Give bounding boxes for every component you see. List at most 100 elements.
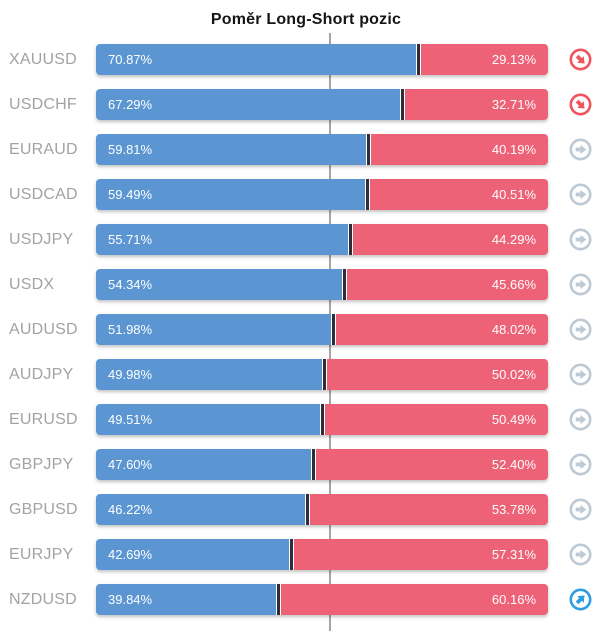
short-segment: 32.71%	[405, 89, 548, 120]
trend-icon-cell	[548, 93, 612, 116]
long-percent-label: 49.51%	[108, 412, 153, 427]
long-short-bar: 47.60% 52.40%	[96, 449, 548, 480]
bar-divider	[322, 359, 326, 390]
short-segment: 40.19%	[371, 134, 548, 165]
rows: XAUUSD 70.87% 29.13% USDCHF 67.29% 32.71% EURA…	[0, 37, 612, 622]
short-percent-label: 50.49%	[491, 412, 536, 427]
divider-gap	[308, 494, 310, 525]
trend-icon-cell	[548, 408, 612, 431]
divider-gap	[325, 359, 327, 390]
ratio-row-nzdusd: NZDUSD 39.84% 60.16%	[0, 577, 612, 622]
trend-icon-cell	[548, 453, 612, 476]
long-segment: 47.60%	[96, 449, 312, 480]
long-segment: 49.51%	[96, 404, 320, 435]
long-segment: 59.81%	[96, 134, 367, 165]
chart-title: Poměr Long-Short pozic	[210, 11, 402, 28]
divider-gap	[347, 224, 349, 255]
short-segment: 52.40%	[316, 449, 548, 480]
pair-label: GBPUSD	[9, 500, 78, 518]
divider-gap	[404, 89, 406, 120]
bar-divider	[367, 134, 371, 165]
short-segment: 60.16%	[281, 584, 548, 615]
long-segment: 39.84%	[96, 584, 277, 615]
divider-gap	[420, 44, 422, 75]
long-percent-label: 59.49%	[108, 187, 153, 202]
long-segment: 67.29%	[96, 89, 401, 120]
short-percent-label: 40.51%	[491, 187, 536, 202]
trend-icon-cell	[548, 318, 612, 341]
bar-divider	[320, 404, 324, 435]
short-segment: 44.29%	[352, 224, 548, 255]
short-percent-label: 52.40%	[491, 457, 536, 472]
short-percent-label: 40.19%	[491, 142, 536, 157]
bar-divider	[342, 269, 346, 300]
ratio-row-usdx: USDX 54.34% 45.66%	[0, 262, 612, 307]
short-percent-label: 53.78%	[491, 502, 536, 517]
divider-gap	[311, 449, 313, 480]
long-short-bar: 59.49% 40.51%	[96, 179, 548, 210]
trend-right-arrow-icon	[569, 138, 591, 161]
long-percent-label: 46.22%	[108, 502, 153, 517]
ratio-row-gbpusd: GBPUSD 46.22% 53.78%	[0, 487, 612, 532]
long-segment: 51.98%	[96, 314, 331, 345]
bar-divider	[312, 449, 316, 480]
short-segment: 57.31%	[293, 539, 548, 570]
divider-gap	[276, 584, 278, 615]
ratio-row-euraud: EURAUD 59.81% 40.19%	[0, 127, 612, 172]
divider-gap	[416, 44, 418, 75]
short-segment: 48.02%	[335, 314, 548, 345]
long-percent-label: 67.29%	[108, 97, 153, 112]
long-short-bar: 70.87% 29.13%	[96, 44, 548, 75]
trend-icon-cell	[548, 498, 612, 521]
trend-icon-cell	[548, 138, 612, 161]
pair-label: EURUSD	[9, 410, 78, 428]
ratio-row-usdcad: USDCAD 59.49% 40.51%	[0, 172, 612, 217]
long-segment: 54.34%	[96, 269, 342, 300]
ratio-row-audjpy: AUDJPY 49.98% 50.02%	[0, 352, 612, 397]
long-segment: 49.98%	[96, 359, 322, 390]
trend-icon-cell	[548, 48, 612, 71]
long-short-bar: 54.34% 45.66%	[96, 269, 548, 300]
short-percent-label: 60.16%	[491, 592, 536, 607]
pair-label: USDJPY	[9, 230, 74, 248]
short-percent-label: 45.66%	[491, 277, 536, 292]
divider-gap	[292, 539, 294, 570]
trend-down-right-arrow-icon	[569, 48, 591, 71]
pair-label: NZDUSD	[9, 590, 77, 608]
long-short-bar: 59.81% 40.19%	[96, 134, 548, 165]
ratio-row-eurjpy: EURJPY 42.69% 57.31%	[0, 532, 612, 577]
chart-area: XAUUSD 70.87% 29.13% USDCHF 67.29% 32.71% EURA…	[0, 33, 612, 637]
long-segment: 42.69%	[96, 539, 289, 570]
trend-right-arrow-icon	[569, 498, 591, 521]
ratio-row-usdchf: USDCHF 67.29% 32.71%	[0, 82, 612, 127]
trend-up-right-arrow-icon	[569, 588, 591, 611]
long-short-bar: 49.51% 50.49%	[96, 404, 548, 435]
trend-icon-cell	[548, 543, 612, 566]
divider-gap	[341, 269, 343, 300]
trend-right-arrow-icon	[569, 183, 591, 206]
divider-gap	[351, 224, 353, 255]
bar-divider	[277, 584, 281, 615]
short-segment: 40.51%	[369, 179, 548, 210]
long-segment: 46.22%	[96, 494, 305, 525]
long-short-bar: 51.98% 48.02%	[96, 314, 548, 345]
long-short-bar: 55.71% 44.29%	[96, 224, 548, 255]
trend-right-arrow-icon	[569, 228, 591, 251]
divider-gap	[288, 539, 290, 570]
short-percent-label: 29.13%	[491, 52, 536, 67]
long-segment: 55.71%	[96, 224, 348, 255]
ratio-row-xauusd: XAUUSD 70.87% 29.13%	[0, 37, 612, 82]
pair-label: USDX	[9, 275, 55, 293]
bar-divider	[365, 179, 369, 210]
ratio-row-gbpjpy: GBPJPY 47.60% 52.40%	[0, 442, 612, 487]
divider-gap	[370, 134, 372, 165]
long-percent-label: 47.60%	[108, 457, 153, 472]
divider-gap	[400, 89, 402, 120]
short-segment: 53.78%	[309, 494, 548, 525]
divider-gap	[280, 584, 282, 615]
long-percent-label: 59.81%	[108, 142, 153, 157]
bar-divider	[331, 314, 335, 345]
divider-gap	[304, 494, 306, 525]
long-percent-label: 39.84%	[108, 592, 153, 607]
